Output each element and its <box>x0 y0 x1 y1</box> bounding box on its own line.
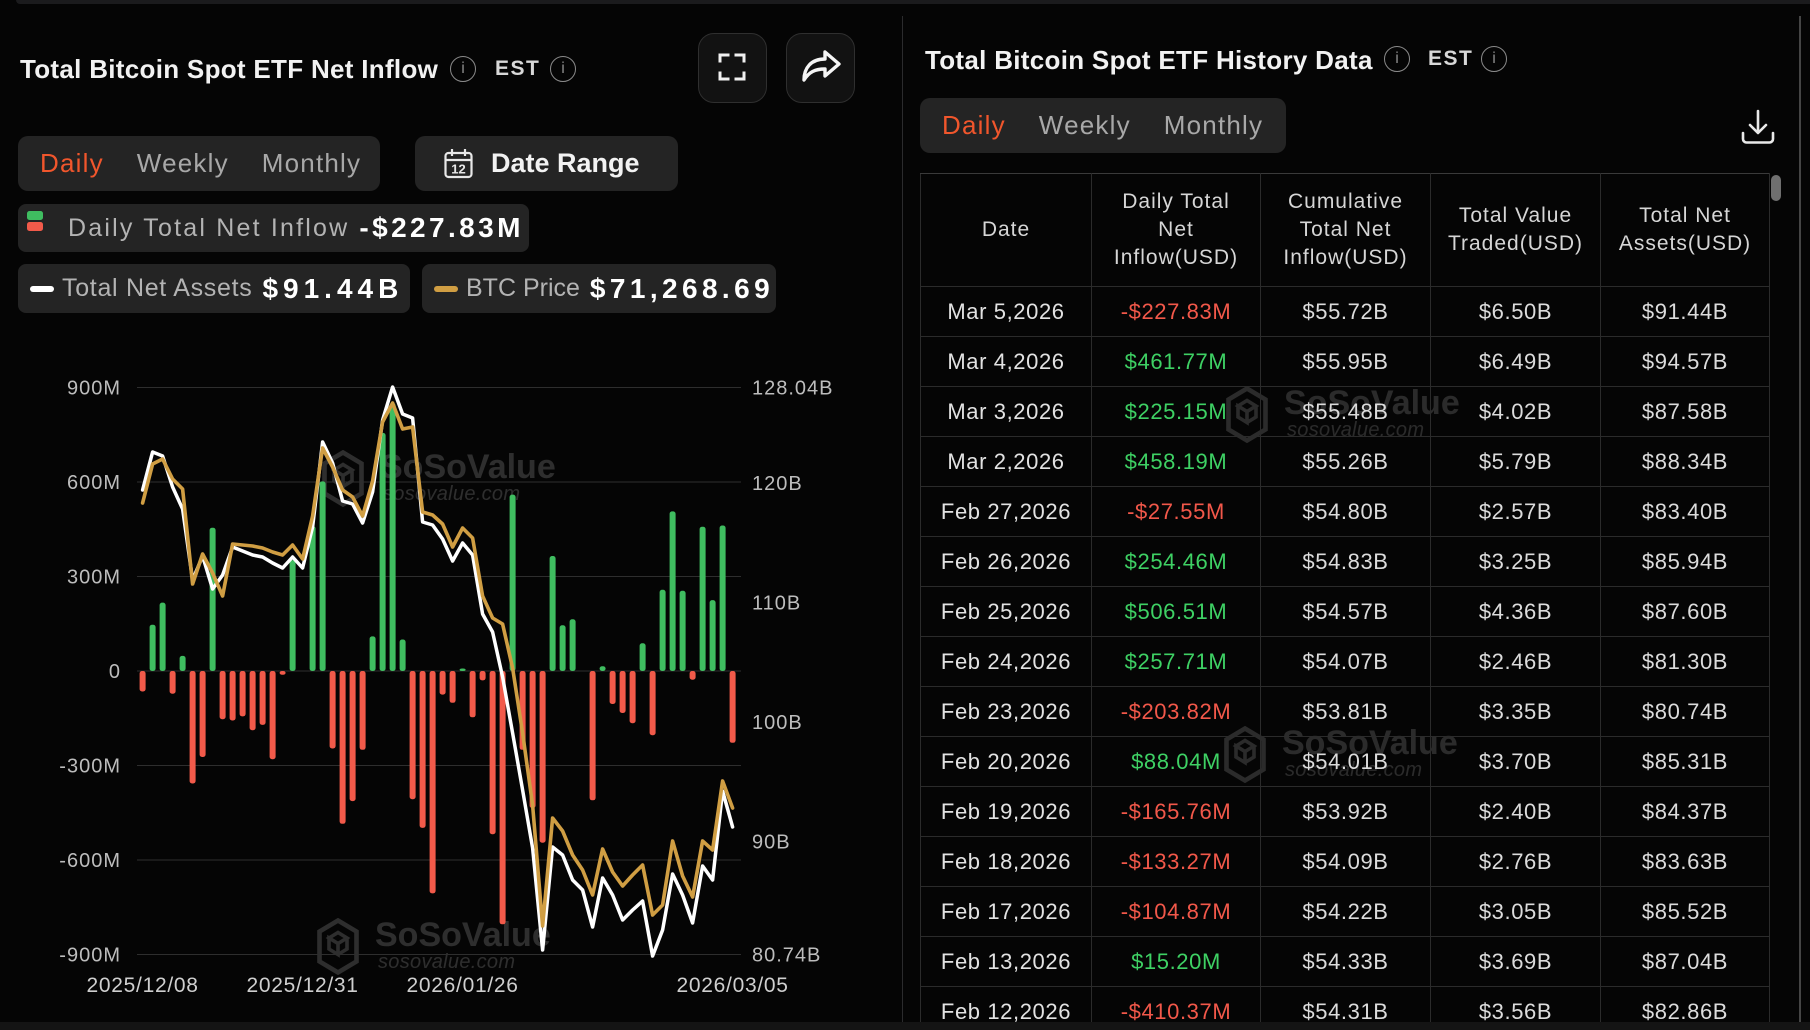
svg-text:110B: 110B <box>752 593 801 615</box>
svg-text:80.74B: 80.74B <box>752 945 821 967</box>
svg-text:900M: 900M <box>67 378 121 400</box>
svg-text:128.04B: 128.04B <box>752 378 834 400</box>
svg-text:90B: 90B <box>752 832 791 854</box>
svg-text:100B: 100B <box>752 712 803 734</box>
svg-text:600M: 600M <box>67 472 121 494</box>
svg-text:2025/12/08: 2025/12/08 <box>87 974 199 997</box>
svg-text:0: 0 <box>109 661 121 683</box>
svg-text:2026/03/05: 2026/03/05 <box>677 974 789 997</box>
svg-text:-600M: -600M <box>59 850 121 872</box>
svg-text:120B: 120B <box>752 473 803 495</box>
svg-text:300M: 300M <box>67 567 121 589</box>
svg-text:12: 12 <box>451 162 465 177</box>
svg-text:-900M: -900M <box>59 945 121 967</box>
svg-text:-300M: -300M <box>59 756 121 778</box>
svg-text:2026/01/26: 2026/01/26 <box>407 974 519 997</box>
svg-text:2025/12/31: 2025/12/31 <box>247 974 359 997</box>
